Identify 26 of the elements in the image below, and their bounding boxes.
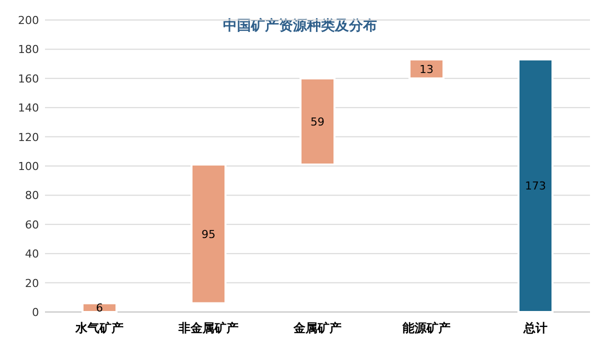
y-tick-label: 20 [25, 276, 39, 290]
x-tick-label: 非金属矿产 [178, 321, 238, 335]
x-tick-label: 总计 [522, 321, 548, 335]
bar [82, 302, 118, 313]
y-tick-label: 140 [18, 102, 39, 115]
y-tick-label: 160 [18, 72, 39, 86]
y-tick-label: 0 [32, 306, 39, 319]
y-tick-label: 200 [18, 14, 39, 27]
bar [518, 58, 554, 313]
x-tick-label: 水气矿产 [74, 321, 124, 335]
x-tick-label: 能源矿产 [402, 321, 450, 335]
y-tick-label: 40 [25, 248, 39, 261]
y-tick-label: 60 [25, 218, 39, 232]
data-label: 13 [420, 62, 434, 76]
bar [408, 58, 444, 80]
bar [190, 164, 226, 304]
data-label: 173 [525, 180, 546, 193]
x-tick-label: 金属矿产 [292, 321, 342, 335]
y-tick-label: 180 [18, 43, 39, 56]
y-tick-label: 80 [25, 189, 39, 202]
y-tick-label: 120 [18, 130, 39, 144]
data-label: 6 [96, 302, 103, 315]
data-label: 95 [202, 228, 216, 241]
data-label: 59 [310, 115, 324, 128]
bar [300, 77, 336, 166]
y-tick-label: 100 [18, 160, 39, 173]
